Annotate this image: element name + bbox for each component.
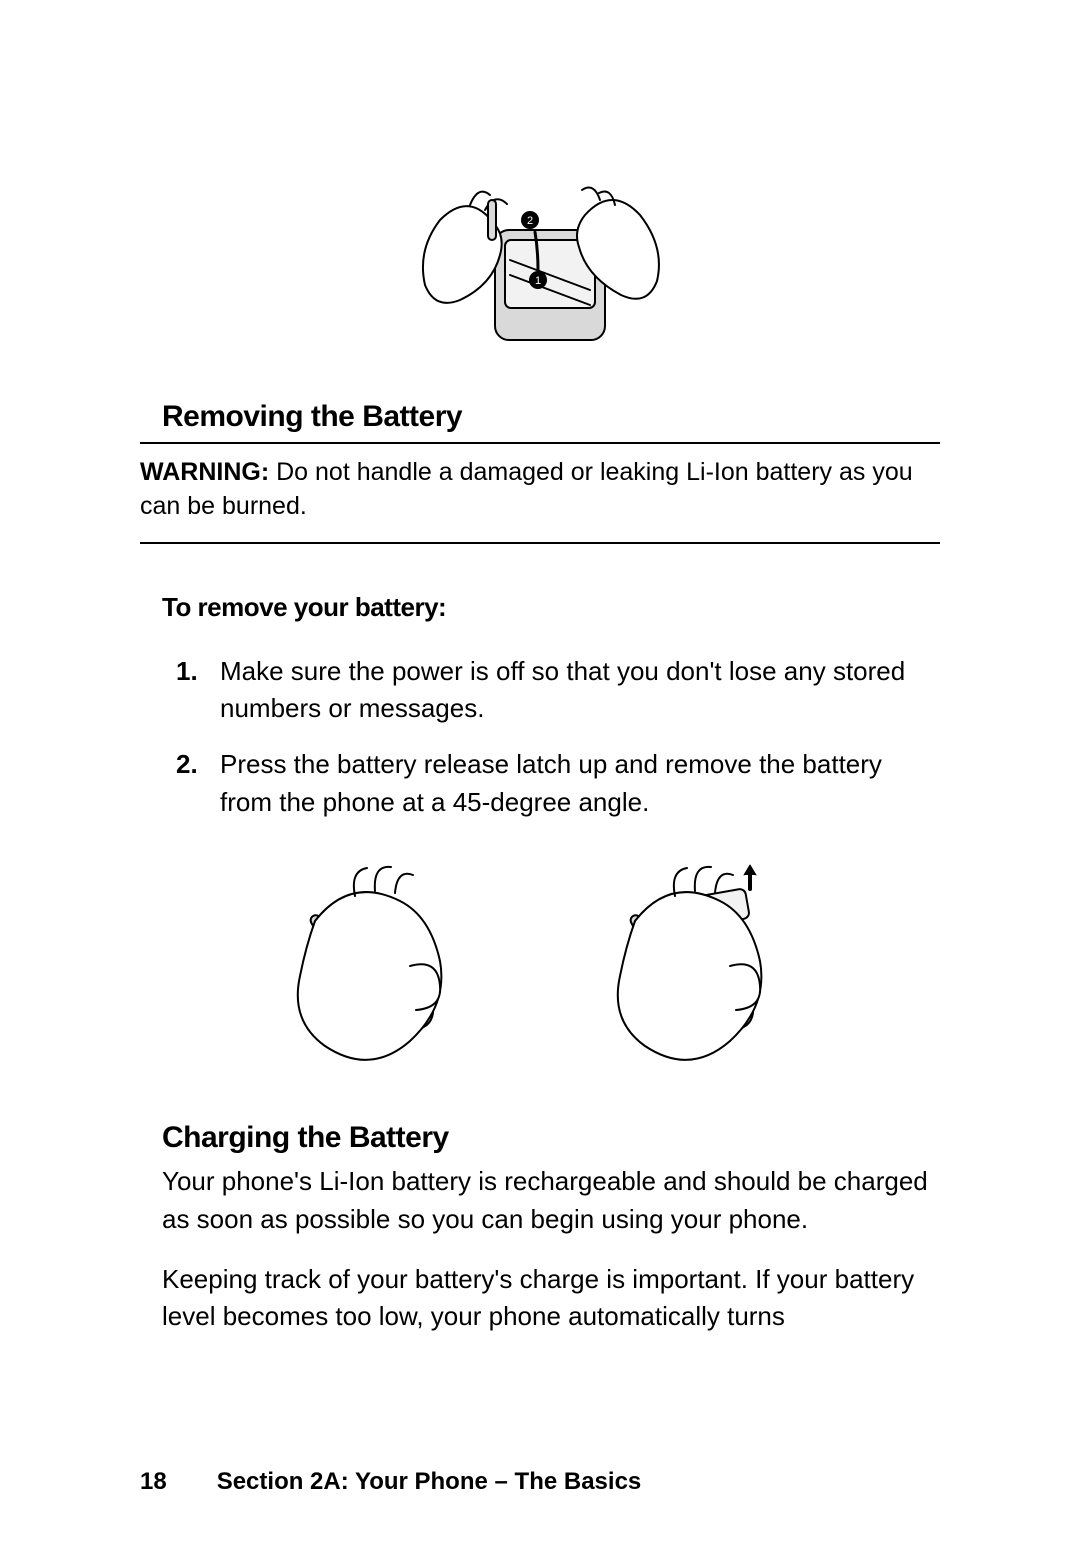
step-text: Press the battery release latch up and r… — [220, 749, 882, 817]
svg-text:1: 1 — [535, 275, 541, 287]
heading-removing-battery: Removing the Battery — [162, 400, 940, 434]
page-number: 18 — [140, 1468, 167, 1496]
remove-illustration-row — [140, 851, 940, 1091]
hand-phone-battery-icon — [580, 851, 820, 1091]
remove-step1-illustration — [260, 851, 500, 1091]
hand-phone-icon — [260, 851, 500, 1091]
charging-para-2: Keeping track of your battery's charge i… — [162, 1261, 940, 1336]
battery-install-illustration: 1 2 — [400, 160, 680, 370]
svg-text:2: 2 — [527, 215, 533, 227]
remove-step2-illustration — [580, 851, 820, 1091]
step-item: 1. Make sure the power is off so that yo… — [220, 653, 940, 728]
charging-para-1: Your phone's Li-Ion battery is rechargea… — [162, 1163, 940, 1238]
page-content: 1 2 Removing the Battery — [0, 0, 1080, 1336]
heading-charging-battery: Charging the Battery — [162, 1121, 940, 1155]
steps-list: 1. Make sure the power is off so that yo… — [140, 653, 940, 822]
warning-label: WARNING: — [140, 458, 269, 486]
section-label: Section 2A: Your Phone – The Basics — [217, 1468, 642, 1495]
step-text: Make sure the power is off so that you d… — [220, 656, 905, 724]
step-number: 1. — [176, 653, 198, 691]
top-illustration-row: 1 2 — [140, 160, 940, 370]
step-item: 2. Press the battery release latch up an… — [220, 746, 940, 821]
warning-block: WARNING: Do not handle a damaged or leak… — [140, 442, 940, 544]
page-footer: 18 Section 2A: Your Phone – The Basics — [140, 1468, 641, 1496]
phone-hands-icon: 1 2 — [400, 160, 680, 370]
remove-subhead: To remove your battery: — [162, 592, 940, 623]
step-number: 2. — [176, 746, 198, 784]
